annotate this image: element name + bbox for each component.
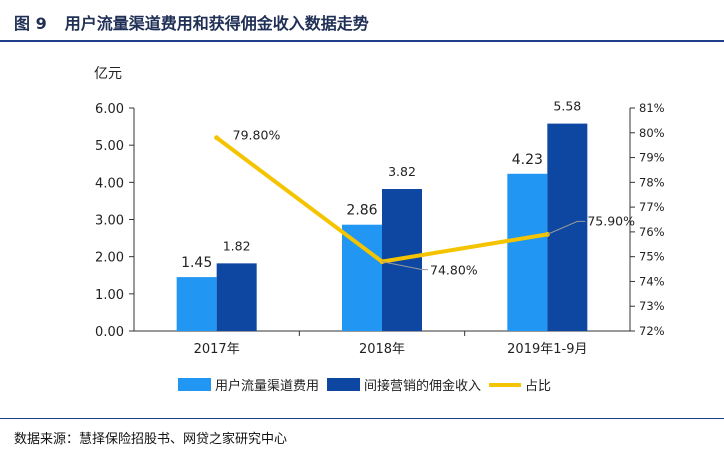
y-axis-right-tick-label: 78% xyxy=(639,175,665,189)
bar-commission-income xyxy=(547,123,588,331)
y-axis-left-tick-label: 4.00 xyxy=(95,176,124,191)
y-axis-left-tick-label: 2.00 xyxy=(95,251,124,266)
bar-data-label: 1.45 xyxy=(181,255,212,271)
y-axis-right-tick-label: 80% xyxy=(639,126,665,140)
line-ratio-point xyxy=(214,135,220,141)
y-axis-left-tick-label: 0.00 xyxy=(95,325,124,340)
line-label-leader xyxy=(381,261,428,271)
y-axis-right-tick-label: 79% xyxy=(639,151,665,165)
line-data-label: 74.80% xyxy=(430,263,478,278)
legend-label: 占比 xyxy=(525,379,551,394)
figure-title: 图 9 用户流量渠道费用和获得佣金收入数据走势 xyxy=(14,10,369,34)
header-rule xyxy=(0,40,724,42)
y-axis-left-tick-label: 1.00 xyxy=(95,288,124,303)
x-axis-tick-label: 2017年 xyxy=(194,342,240,357)
source-note: 数据来源：慧择保险招股书、网贷之家研究中心 xyxy=(14,432,288,447)
combo-chart: 亿元 0.00 1.00 2.00 3.00 4.00 5.00 6.00 72% 73% 74% 7… xyxy=(94,66,665,394)
bar-channel-cost xyxy=(176,277,217,331)
legend-label: 用户流量渠道费用 xyxy=(215,378,319,394)
y-axis-left-tick-label: 6.00 xyxy=(95,102,124,117)
footer-rule xyxy=(0,418,724,419)
y-axis-right-tick-label: 77% xyxy=(639,200,665,214)
y-axis-right-tick-label: 72% xyxy=(639,324,665,338)
y-axis-right-tick-label: 75% xyxy=(639,250,665,264)
y-axis-right-tick-label: 81% xyxy=(639,101,665,115)
x-axis-tick-label: 2019年1-9月 xyxy=(507,342,587,357)
bar-data-label: 4.23 xyxy=(512,152,543,168)
x-axis-tick-label: 2018年 xyxy=(359,342,405,357)
figure-title-text: 用户流量渠道费用和获得佣金收入数据走势 xyxy=(64,14,369,33)
y-axis-left-tick-label: 3.00 xyxy=(95,214,124,229)
line-data-label: 79.80% xyxy=(233,128,281,143)
bar-data-label: 2.86 xyxy=(346,203,377,219)
figure-header: 图 9 用户流量渠道费用和获得佣金收入数据走势 xyxy=(0,0,724,40)
legend-label: 间接营销的佣金收入 xyxy=(364,378,481,394)
bar-data-label: 3.82 xyxy=(388,164,416,179)
bar-commission-income xyxy=(216,263,257,331)
bar-data-label: 5.58 xyxy=(553,99,581,114)
line-data-label: 75.90% xyxy=(587,213,635,228)
y-axis-right-tick-label: 74% xyxy=(639,274,665,288)
legend-swatch xyxy=(327,378,361,391)
bar-channel-cost xyxy=(507,173,548,331)
line-label-leader xyxy=(547,220,586,235)
y-axis-unit-label: 亿元 xyxy=(94,66,122,82)
y-axis-right-tick-label: 76% xyxy=(639,225,665,239)
y-axis-right-tick-label: 73% xyxy=(639,299,665,313)
y-axis-left-tick-label: 5.00 xyxy=(95,139,124,154)
bar-data-label: 1.82 xyxy=(223,238,251,253)
figure-number: 图 9 xyxy=(14,14,47,33)
legend-swatch xyxy=(178,378,211,391)
bar-channel-cost xyxy=(342,224,382,331)
